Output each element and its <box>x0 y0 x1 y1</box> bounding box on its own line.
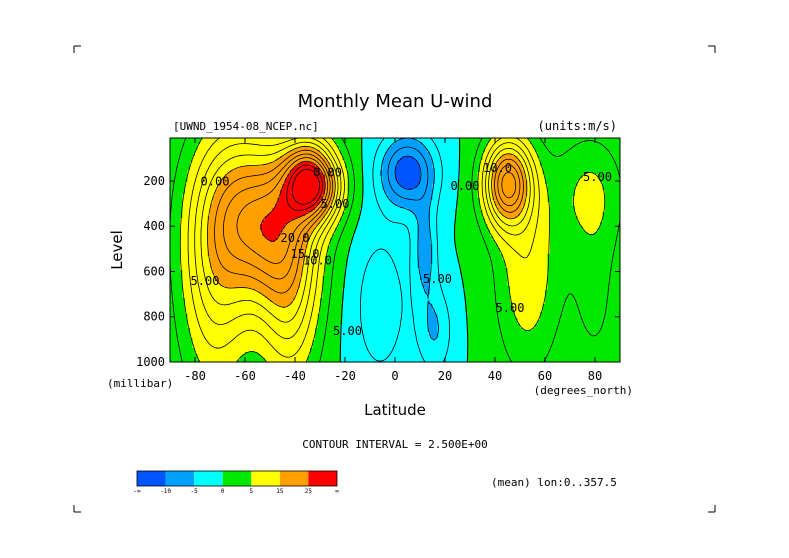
dataset-label: [UWND_1954-08_NCEP.nc] <box>173 120 319 133</box>
units-label: (units:m/s) <box>538 119 617 133</box>
plot-area: 0.005.0020.015.010.05.000.005.005.000.00… <box>136 138 620 383</box>
chart-title: Monthly Mean U-wind <box>298 91 493 112</box>
